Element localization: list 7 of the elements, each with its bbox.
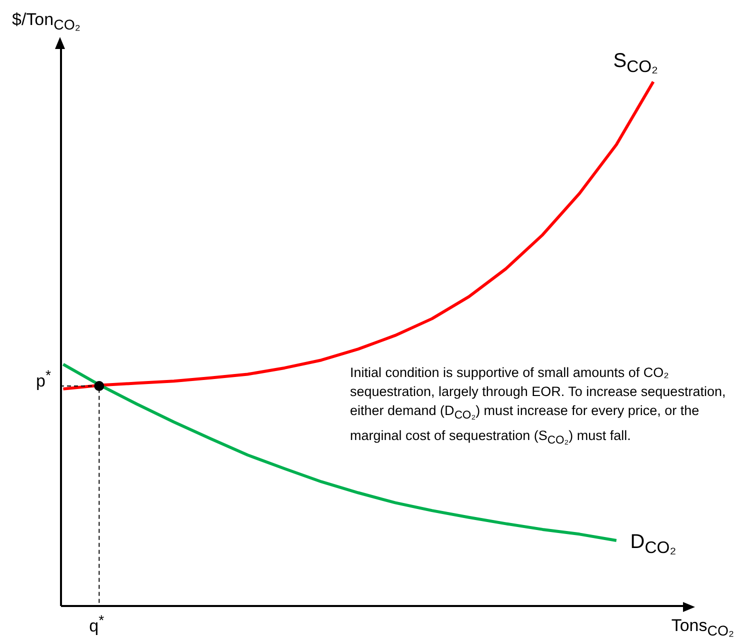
- text: p$^{*}$: [36, 368, 51, 392]
- x-axis-title: Tons$_{CO₂}$: [671, 616, 734, 640]
- text: q$^{*}$: [89, 613, 104, 637]
- annotation: Initial condition is supportive of small amounts of CO₂ sequestration, largely through EOR. To increase sequestration, either demand (D$_{CO₂}$) must increase for every price, or the marginal cost of sequestration (S$_{CO₂}$) must fall.: [350, 364, 727, 448]
- series-label: S$_{CO₂}$: [613, 50, 658, 77]
- series-label: D$_{CO₂}$: [630, 531, 676, 558]
- y-axis-title: $/Ton$_{CO₂}$: [12, 10, 80, 34]
